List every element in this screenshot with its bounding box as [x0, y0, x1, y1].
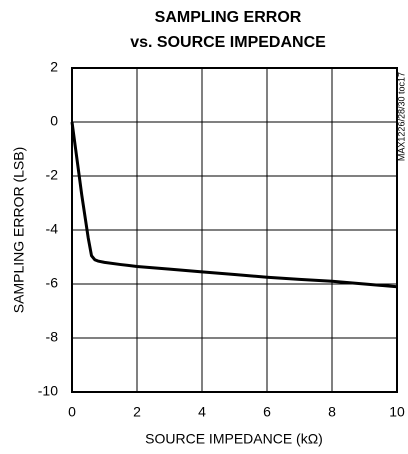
- y-tick-label: 0: [50, 113, 58, 129]
- annotation: MAX1226/28/30 toc17: [396, 72, 406, 161]
- chart-title: vs. SOURCE IMPEDANCE: [130, 34, 326, 51]
- chart-title: SAMPLING ERROR: [155, 9, 302, 26]
- y-tick-label: -2: [46, 167, 59, 183]
- x-tick-label: 4: [198, 404, 206, 420]
- y-tick-label: 2: [50, 59, 58, 75]
- y-tick-label: -4: [46, 221, 59, 237]
- x-tick-label: 10: [389, 404, 405, 420]
- y-tick-label: -6: [46, 275, 59, 291]
- y-tick-label: -8: [46, 329, 59, 345]
- data-line: [70, 121, 398, 289]
- x-tick-label: 6: [263, 404, 271, 420]
- x-tick-label: 0: [68, 404, 76, 420]
- plot-frame: [71, 67, 398, 393]
- x-axis-label: SOURCE IMPEDANCE (kΩ): [145, 431, 323, 447]
- x-tick-label: 2: [133, 404, 141, 420]
- y-tick-label: -10: [38, 383, 58, 399]
- y-axis-label: SAMPLING ERROR (LSB): [11, 147, 27, 313]
- x-tick-label: 8: [328, 404, 336, 420]
